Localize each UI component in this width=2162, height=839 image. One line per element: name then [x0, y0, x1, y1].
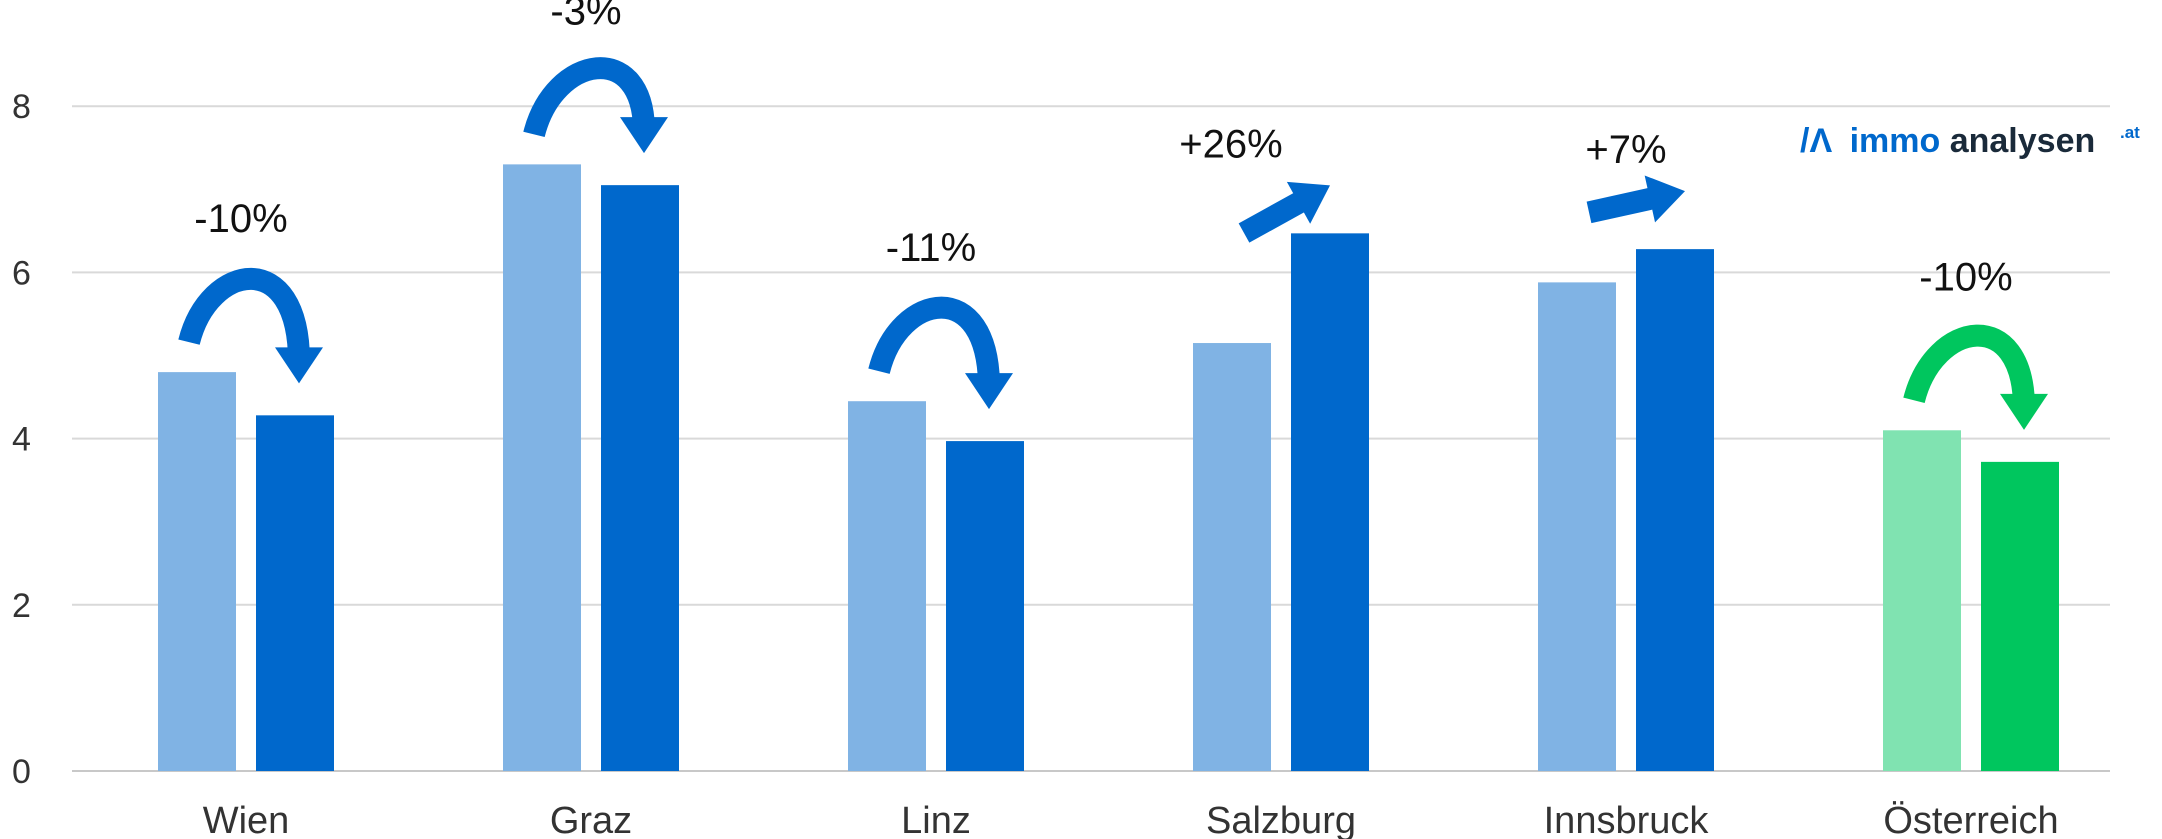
- y-axis: 0 2 4 6 8: [12, 88, 31, 791]
- change-label: -11%: [886, 226, 976, 270]
- arrow-head-icon: [620, 117, 668, 154]
- y-tick-label: 0: [12, 753, 31, 791]
- svg-text:/Λ immo analysen: /Λ immo analysen: [1800, 122, 2095, 160]
- bar-series-2: [946, 441, 1024, 771]
- bar-series-1: [1193, 343, 1271, 771]
- x-tick-label: Salzburg: [1206, 800, 1356, 839]
- bar-series-2: [256, 415, 334, 771]
- x-axis: Wien Graz Linz Salzburg Innsbruck Österr…: [203, 800, 2059, 839]
- curved-down-arrow-icon: [1903, 324, 2035, 409]
- up-arrow-icon: [1586, 186, 1662, 224]
- bars: [158, 164, 2059, 771]
- x-tick-label: Graz: [550, 800, 632, 839]
- logo-brand-regular: analysen: [1950, 122, 2096, 160]
- up-arrow-icon: [1238, 188, 1313, 243]
- bar-series-2: [1636, 249, 1714, 771]
- bar-series-2: [1981, 461, 2059, 771]
- change-annotations: -10% -3% -11% +26% +7% -10%: [194, 0, 2012, 299]
- change-label: -10%: [1919, 255, 2012, 299]
- arrow-head-icon: [1286, 181, 1330, 224]
- grid-lines: [72, 105, 2110, 772]
- arrow-head-icon: [965, 373, 1013, 410]
- logo-mark: /Λ: [1800, 122, 1832, 160]
- x-tick-label: Linz: [901, 800, 971, 839]
- bar-series-2: [601, 185, 679, 771]
- logo-tld: .at: [2120, 123, 2140, 142]
- arrow-head-icon: [1644, 175, 1685, 223]
- bar-series-1: [1883, 430, 1961, 771]
- bar-series-1: [158, 372, 236, 771]
- bar-series-1: [503, 164, 581, 771]
- x-tick-label: Wien: [203, 800, 290, 839]
- logo-brand-bold: immo: [1850, 122, 1941, 160]
- y-tick-label: 4: [12, 421, 31, 459]
- arrow-head-icon: [2000, 393, 2048, 430]
- change-label: -10%: [194, 197, 287, 241]
- change-label: +26%: [1179, 122, 1282, 166]
- change-arrows: [178, 57, 2048, 430]
- change-label: -3%: [550, 0, 621, 33]
- bar-series-1: [848, 401, 926, 771]
- curved-down-arrow-icon: [523, 57, 655, 138]
- change-label: +7%: [1585, 128, 1666, 172]
- x-tick-label: Österreich: [1883, 800, 2058, 839]
- y-tick-label: 6: [12, 254, 31, 292]
- immoanalysen-logo: /Λ immo analysen .at: [1800, 122, 2140, 160]
- arrow-head-icon: [275, 347, 323, 384]
- x-tick-label: Innsbruck: [1544, 800, 1710, 839]
- y-tick-label: 8: [12, 88, 31, 126]
- curved-down-arrow-icon: [868, 296, 1000, 388]
- bar-series-1: [1538, 282, 1616, 771]
- curved-down-arrow-icon: [178, 268, 310, 362]
- bar-series-2: [1291, 233, 1369, 771]
- y-tick-label: 2: [12, 587, 31, 625]
